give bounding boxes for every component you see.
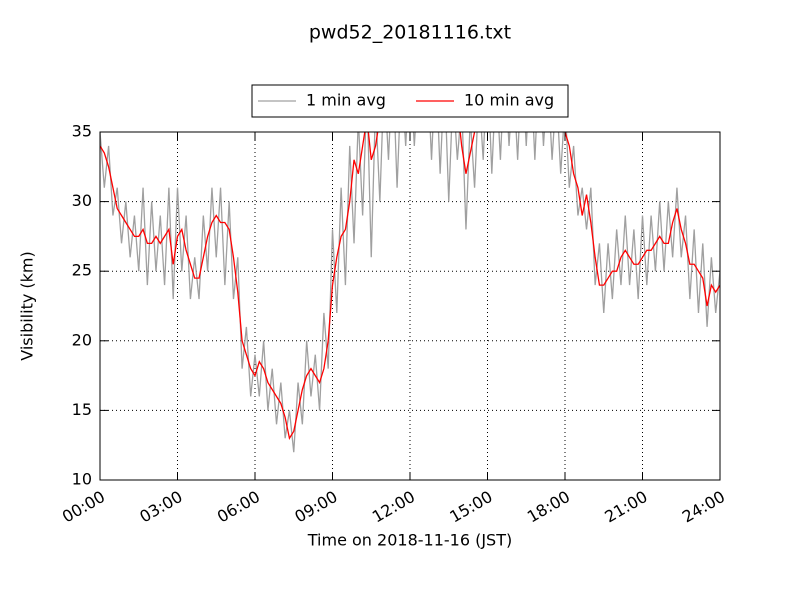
x-tick-label: 06:00	[214, 487, 263, 527]
legend-label: 1 min avg	[306, 91, 386, 110]
x-tick-label: 03:00	[136, 487, 185, 527]
y-tick-label: 20	[72, 330, 92, 349]
x-tick-label: 09:00	[291, 487, 340, 527]
y-tick-label: 15	[72, 400, 92, 419]
series-line	[100, 132, 720, 440]
ticks: 10 15 20 25 30 35 00:00 03:00 06:00 09:00 12:00 15:…	[59, 122, 728, 527]
x-tick-label: 21:00	[601, 487, 650, 527]
plot-lines	[100, 132, 720, 453]
series-line	[100, 132, 720, 453]
x-tick-label: 24:00	[679, 487, 728, 527]
x-tick-label: 00:00	[59, 487, 108, 527]
y-tick-label: 25	[72, 261, 92, 280]
y-tick-label: 30	[72, 191, 92, 210]
y-tick-label: 35	[72, 122, 92, 141]
legend-label: 10 min avg	[464, 91, 554, 110]
y-axis-label: Visibility (km)	[18, 251, 37, 360]
y-tick-label: 10	[72, 470, 92, 489]
x-tick-label: 18:00	[524, 487, 573, 527]
grid	[99, 131, 721, 481]
x-tick-label: 12:00	[369, 487, 418, 527]
x-axis-label: Time on 2018-11-16 (JST)	[307, 531, 512, 550]
legend: 1 min avg 10 min avg	[251, 84, 569, 118]
x-tick-label: 15:00	[446, 487, 495, 527]
legend-box	[251, 84, 569, 118]
chart-title: pwd52_20181116.txt	[309, 22, 511, 44]
